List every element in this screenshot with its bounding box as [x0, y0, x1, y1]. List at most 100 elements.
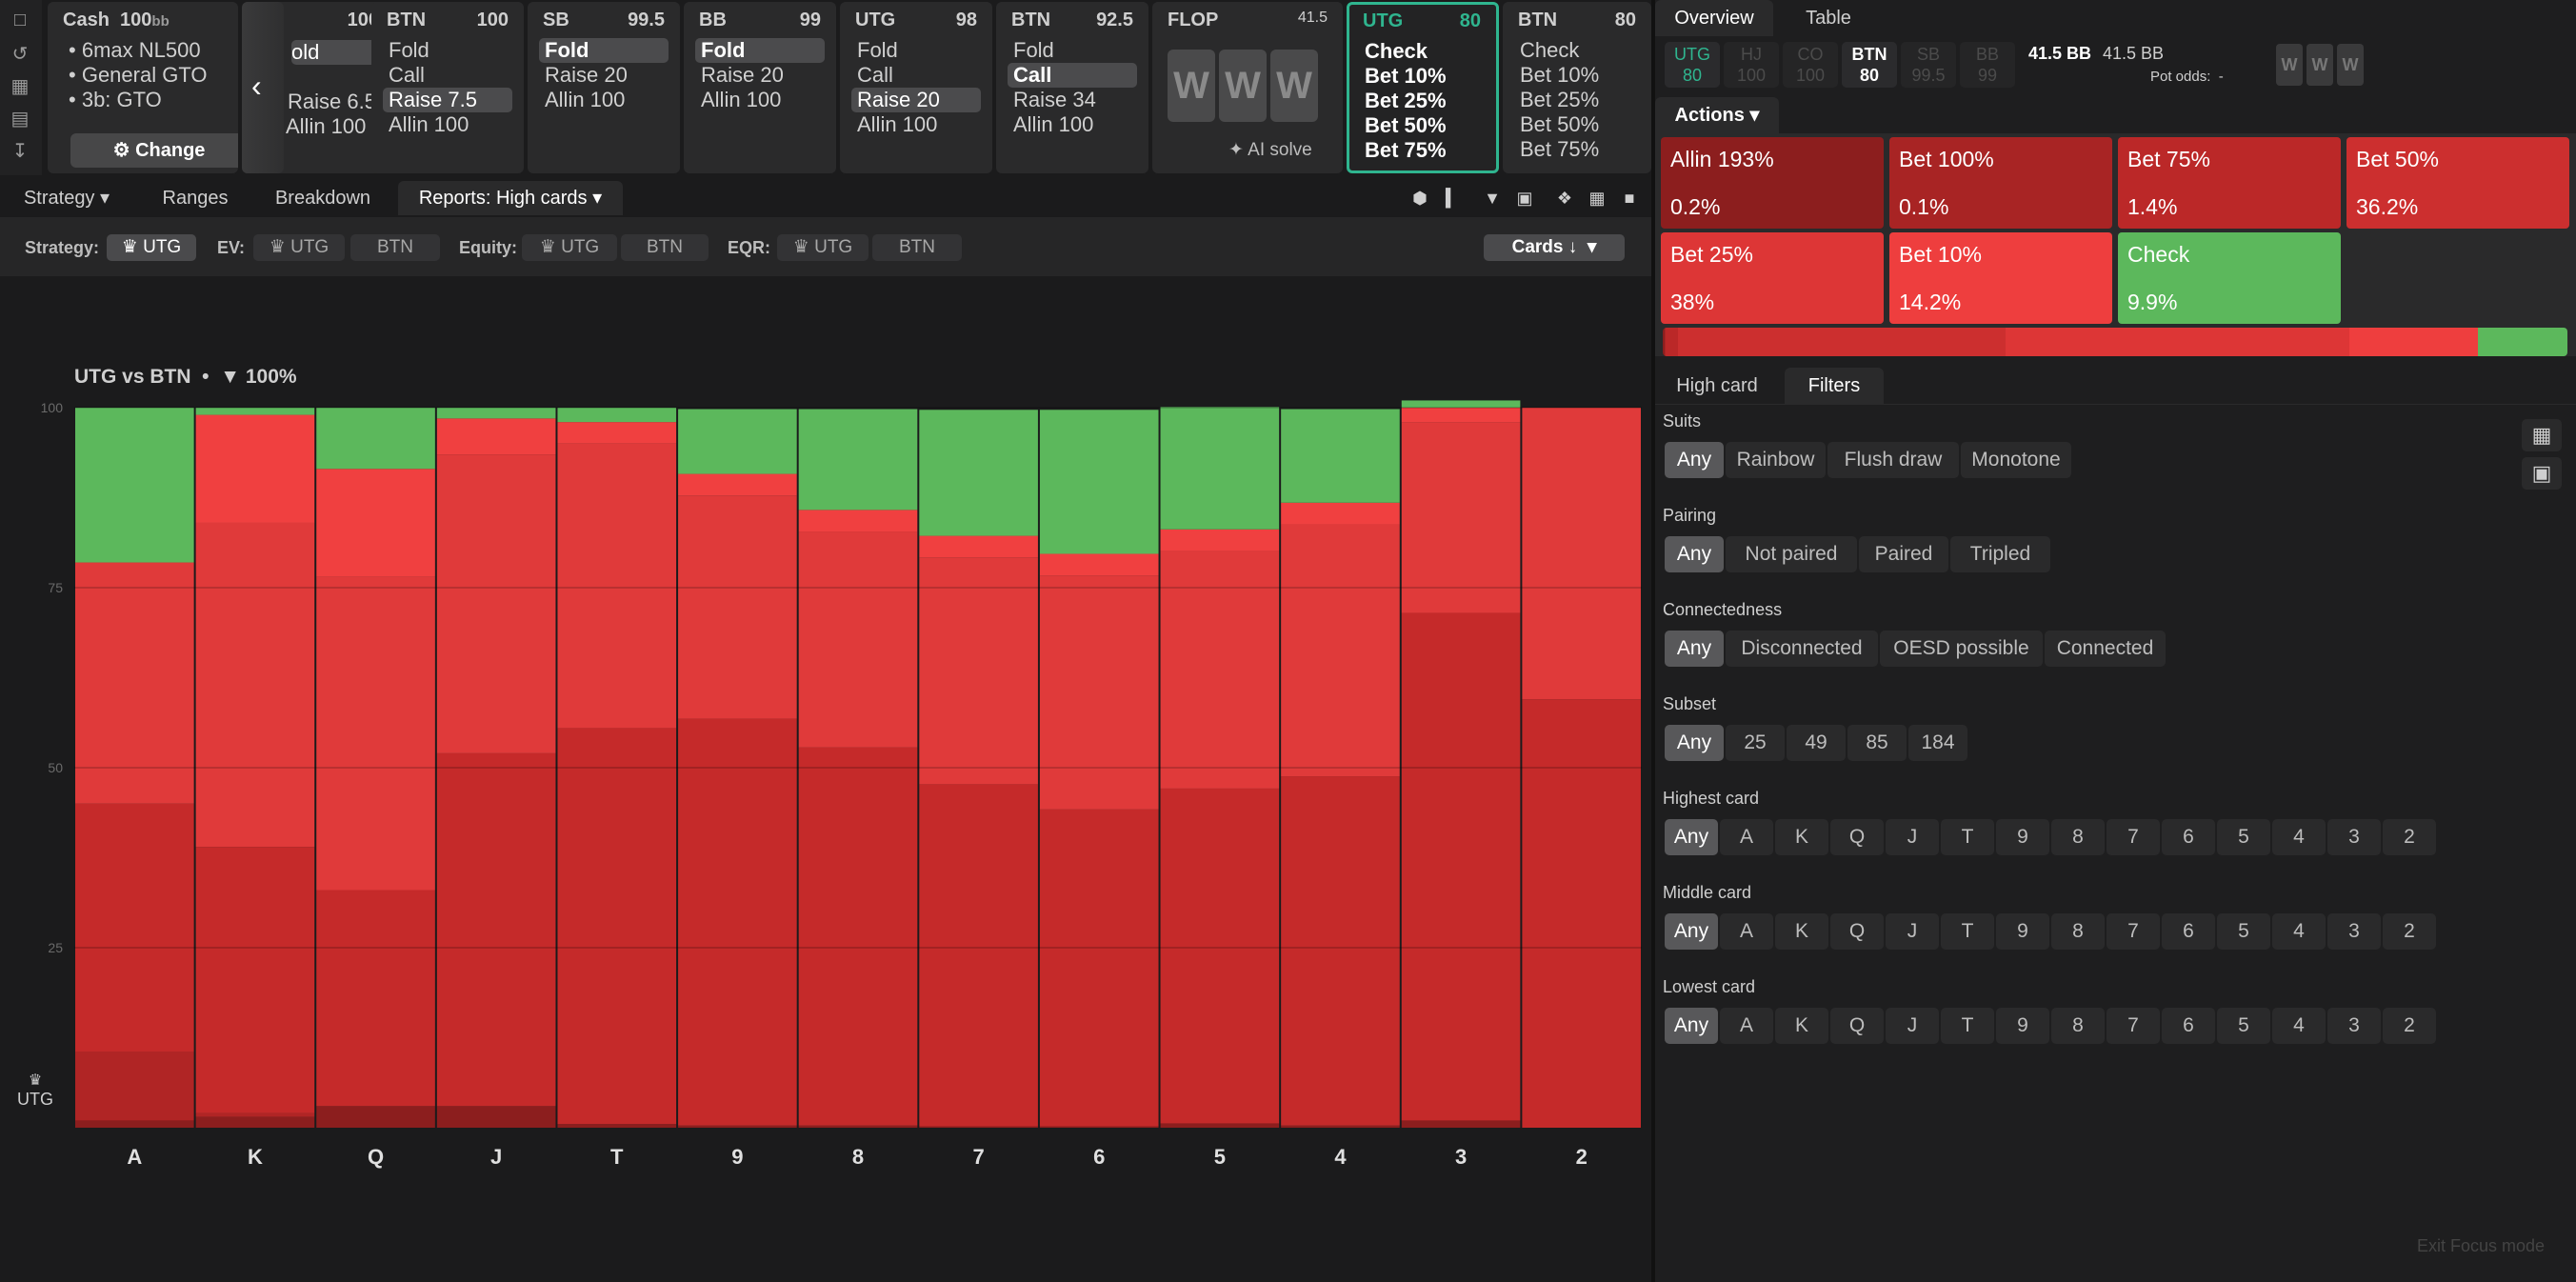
- filter-option[interactable]: 7: [2107, 1008, 2160, 1044]
- action-tile[interactable]: Bet 75% 1.4%: [2118, 137, 2341, 229]
- seat-action[interactable]: Call: [389, 63, 425, 87]
- filter-option[interactable]: Disconnected: [1726, 631, 1878, 667]
- seat-action[interactable]: Bet 75%: [1365, 138, 1447, 162]
- save-icon[interactable]: ▦: [10, 76, 30, 97]
- filter-option[interactable]: T: [1941, 819, 1994, 855]
- seat-action[interactable]: Check: [1365, 39, 1428, 63]
- seat-action[interactable]: Bet 25%: [1520, 88, 1600, 111]
- grid-icon[interactable]: ▦: [1588, 189, 1606, 208]
- action-tile[interactable]: Bet 10% 14.2%: [1889, 232, 2112, 324]
- seat-action[interactable]: old: [291, 40, 390, 65]
- filter-option[interactable]: Any: [1665, 819, 1718, 855]
- tab-filters[interactable]: Filters: [1785, 368, 1884, 404]
- filter-option[interactable]: OESD possible: [1880, 631, 2043, 667]
- square-icon[interactable]: ■: [1624, 189, 1635, 208]
- filter-option[interactable]: 6: [2162, 1008, 2215, 1044]
- seat-action[interactable]: Allin 100: [545, 88, 626, 111]
- bookmark-icon[interactable]: □: [13, 10, 27, 30]
- action-tile[interactable]: Check 9.9%: [2118, 232, 2341, 324]
- filter-option[interactable]: 6: [2162, 913, 2215, 950]
- action-tile[interactable]: Allin 193% 0.2%: [1661, 137, 1884, 229]
- seat-card-utg[interactable]: UTG 98 Fold Call Raise 20 Allin 100: [840, 2, 992, 173]
- seat-action[interactable]: Fold: [539, 38, 669, 63]
- seat-action[interactable]: Bet 25%: [1365, 89, 1447, 112]
- action-tile[interactable]: Bet 50% 36.2%: [2346, 137, 2569, 229]
- position-bb[interactable]: BB 99: [1960, 42, 2015, 88]
- panel-divider[interactable]: [1651, 0, 1655, 1282]
- filter-option[interactable]: Any: [1665, 1008, 1718, 1044]
- seat-action[interactable]: Allin 100: [701, 88, 782, 111]
- seat-action[interactable]: Bet 50%: [1365, 113, 1447, 137]
- filter-option[interactable]: Connected: [2045, 631, 2166, 667]
- filter-option[interactable]: 9: [1996, 913, 2049, 950]
- filter-option[interactable]: Any: [1665, 913, 1718, 950]
- action-tile[interactable]: Bet 100% 0.1%: [1889, 137, 2112, 229]
- ev-btn-pill[interactable]: BTN: [350, 234, 440, 261]
- seat-action[interactable]: Raise 6.5: [288, 90, 376, 113]
- folder-icon[interactable]: ▣: [2522, 457, 2562, 490]
- filter-option[interactable]: 184: [1908, 725, 1967, 761]
- action-tile[interactable]: Bet 25% 38%: [1661, 232, 1884, 324]
- filter-option[interactable]: 5: [2217, 913, 2270, 950]
- seat-action[interactable]: Bet 50%: [1520, 112, 1600, 136]
- seat-action[interactable]: Fold: [1013, 38, 1054, 62]
- tab-overview[interactable]: Overview: [1655, 0, 1773, 36]
- filter-option[interactable]: 4: [2272, 819, 2326, 855]
- filter-option[interactable]: 7: [2107, 913, 2160, 950]
- filter-option[interactable]: 9: [1996, 819, 2049, 855]
- seat-action[interactable]: Raise 20: [851, 88, 981, 112]
- compress-icon[interactable]: ❖: [1556, 189, 1573, 208]
- seat-action[interactable]: Allin 100: [857, 112, 938, 136]
- filter-option[interactable]: Q: [1830, 1008, 1884, 1044]
- filter-option[interactable]: Q: [1830, 819, 1884, 855]
- seat-card-sb[interactable]: SB 99.5 Fold Raise 20 Allin 100: [528, 2, 680, 173]
- filter-option[interactable]: Q: [1830, 913, 1884, 950]
- seat-card-btn[interactable]: BTN 100 Fold Call Raise 7.5 Allin 100: [371, 2, 524, 173]
- save-icon[interactable]: ▦: [2522, 419, 2562, 451]
- seat-action[interactable]: Raise 20: [701, 63, 784, 87]
- tab-breakdown[interactable]: Breakdown: [274, 188, 371, 209]
- filter-option[interactable]: T: [1941, 913, 1994, 950]
- ev-utg-pill[interactable]: ♛ UTG: [253, 234, 345, 261]
- seat-action[interactable]: Allin 100: [1013, 112, 1094, 136]
- filter-option[interactable]: A: [1720, 819, 1773, 855]
- seat-action[interactable]: Fold: [695, 38, 825, 63]
- seat-card-btn-2[interactable]: BTN 92.5 Fold Call Raise 34 Allin 100: [996, 2, 1148, 173]
- seat-action[interactable]: Raise 7.5: [383, 88, 512, 112]
- filter-option[interactable]: K: [1775, 1008, 1828, 1044]
- strategy-utg-pill[interactable]: ♛ UTG: [107, 234, 196, 261]
- seat-action[interactable]: Allin 100: [286, 114, 367, 138]
- filter-option[interactable]: J: [1886, 819, 1939, 855]
- filter-option[interactable]: 6: [2162, 819, 2215, 855]
- filter-option[interactable]: Any: [1665, 725, 1724, 761]
- seat-action[interactable]: Raise 20: [545, 63, 628, 87]
- filter-option[interactable]: Any: [1665, 442, 1724, 478]
- position-hj[interactable]: HJ 100: [1724, 42, 1779, 88]
- filter-option[interactable]: Paired: [1859, 536, 1948, 572]
- tab-high-card[interactable]: High card: [1676, 375, 1758, 396]
- filter-option[interactable]: 5: [2217, 819, 2270, 855]
- filter-option[interactable]: 8: [2051, 913, 2105, 950]
- filter-option[interactable]: 8: [2051, 819, 2105, 855]
- scroll-back-button[interactable]: ‹: [242, 2, 284, 173]
- filter-option[interactable]: T: [1941, 1008, 1994, 1044]
- position-co[interactable]: CO 100: [1783, 42, 1838, 88]
- seat-action[interactable]: Bet 75%: [1520, 137, 1600, 161]
- exit-focus-button[interactable]: Exit Focus mode: [2417, 1236, 2546, 1255]
- sort-dropdown[interactable]: Cards ↓ ▾: [1484, 234, 1625, 261]
- tab-strategy[interactable]: Strategy ▾: [23, 188, 110, 209]
- eqr-utg-pill[interactable]: ♛ UTG: [777, 234, 869, 261]
- seat-action[interactable]: Raise 34: [1013, 88, 1096, 111]
- filter-option[interactable]: 3: [2327, 1008, 2381, 1044]
- filter-option[interactable]: A: [1720, 913, 1773, 950]
- filter-option[interactable]: K: [1775, 819, 1828, 855]
- tab-reports[interactable]: Reports: High cards ▾: [398, 181, 623, 215]
- filter-option[interactable]: 9: [1996, 1008, 2049, 1044]
- seat-action[interactable]: Call: [857, 63, 893, 87]
- filter-option[interactable]: Tripled: [1950, 536, 2050, 572]
- seat-action[interactable]: Fold: [857, 38, 898, 62]
- filter-option[interactable]: K: [1775, 913, 1828, 950]
- filter-option[interactable]: Rainbow: [1726, 442, 1826, 478]
- tab-ranges[interactable]: Ranges: [162, 188, 229, 209]
- filter-option[interactable]: 4: [2272, 913, 2326, 950]
